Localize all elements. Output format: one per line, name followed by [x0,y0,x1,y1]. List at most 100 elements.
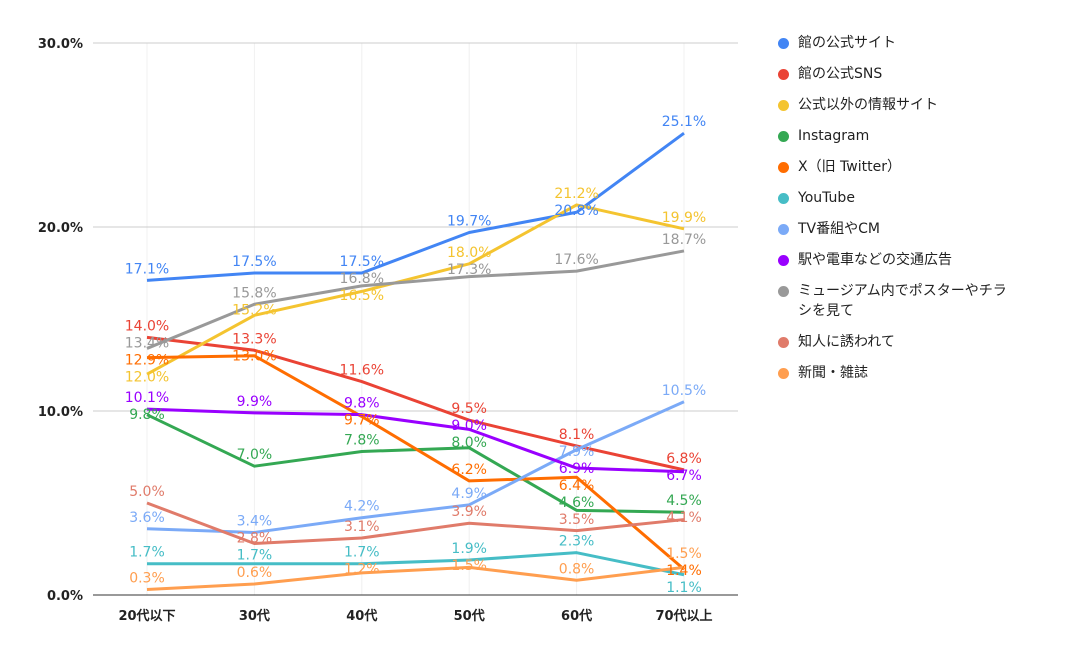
legend-label: ミュージアム内でポスターやチラシを見て [798,283,1007,319]
legend-marker [778,162,789,173]
data-label: 1.4% [666,563,702,579]
data-label: 12.0% [125,369,169,385]
data-label: 8.1% [559,427,595,443]
data-label: 1.2% [344,562,380,578]
data-label: 4.2% [344,499,380,515]
legend-label: 新聞・雑誌 [798,365,868,381]
data-label: 7.9% [559,444,595,460]
data-label: 18.0% [447,245,491,261]
x-tick-label: 50代 [454,608,485,624]
y-tick-label: 30.0% [38,37,83,52]
data-label: 18.7% [662,232,706,248]
data-label: 7.8% [344,432,380,448]
data-label: 17.5% [232,254,276,270]
data-label: 15.2% [232,302,276,318]
legend-marker [778,193,789,204]
legend-label: X（旧 Twitter） [798,159,901,175]
data-label: 3.4% [237,513,273,529]
data-label: 16.8% [340,271,384,287]
data-label: 9.8% [344,396,380,412]
legend-marker [778,131,789,142]
data-label: 13.0% [232,348,276,364]
series-line [146,413,685,514]
y-tick-label: 20.0% [38,221,83,236]
data-label: 8.0% [451,435,487,451]
data-label: 1.9% [451,541,487,557]
data-label: 0.3% [129,570,165,586]
data-label: 4.1% [666,510,702,526]
legend-item: 駅や電車などの交通広告 [778,250,1018,270]
legend-item: YouTube [778,188,1018,208]
legend-item: X（旧 Twitter） [778,157,1018,177]
data-label: 3.6% [129,510,165,526]
legend-label: YouTube [798,190,855,206]
data-label: 17.5% [340,254,384,270]
data-label: 25.1% [662,114,706,130]
legend-label: 知人に誘われて [798,334,895,350]
data-label: 4.5% [666,493,702,509]
data-label: 9.5% [451,401,487,417]
data-label: 2.3% [559,534,595,550]
data-label: 14.0% [125,318,169,334]
x-tick-label: 40代 [346,608,377,624]
data-label: 9.7% [344,413,380,429]
legend-item: 新聞・雑誌 [778,363,1018,383]
data-label: 5.0% [129,484,165,500]
data-label: 12.9% [125,352,169,368]
series-line [146,501,685,545]
legend-label: 駅や電車などの交通広告 [798,252,952,268]
data-label: 2.8% [237,530,273,546]
legend-label: 公式以外の情報サイト [798,97,938,113]
data-label: 11.6% [340,363,384,379]
data-label: 3.1% [344,519,380,535]
data-label: 6.7% [666,468,702,484]
series-line [146,354,685,571]
legend-label: Instagram [798,128,870,144]
data-label: 7.0% [237,447,273,463]
series-line [146,203,685,376]
x-tick-label: 70代以上 [655,608,712,624]
legend-item: 館の公式SNS [778,64,1018,84]
legend-marker [778,38,789,49]
data-label: 17.3% [447,262,491,278]
data-label: 19.7% [447,214,491,230]
y-tick-label: 0.0% [47,589,83,604]
legend: 館の公式サイト 館の公式SNS 公式以外の情報サイト Instagram X（旧 Twi… [778,33,1018,394]
data-label: 10.5% [662,383,706,399]
data-label: 4.9% [451,486,487,502]
series-line [146,249,685,350]
legend-marker [778,100,789,111]
data-label: 15.8% [232,285,276,301]
data-label: 1.7% [237,547,273,563]
data-label: 1.1% [666,580,702,596]
data-label: 6.9% [559,461,595,477]
legend-label: 館の公式サイト [798,35,896,51]
data-label: 20.8% [554,203,598,219]
data-label: 6.2% [451,462,487,478]
data-label: 19.9% [662,210,706,226]
data-label: 21.2% [554,186,598,202]
series-line [146,565,685,591]
y-tick-label: 10.0% [38,405,83,420]
data-label: 4.6% [559,495,595,511]
legend-item: 公式以外の情報サイト [778,95,1018,115]
data-label: 1.5% [451,558,487,574]
legend-label: TV番組やCM [798,221,880,237]
legend-marker [778,337,789,348]
data-label: 17.1% [125,261,169,277]
legend-marker [778,255,789,266]
data-label: 9.9% [237,394,273,410]
legend-item: 知人に誘われて [778,332,1018,352]
data-label: 16.5% [340,288,384,304]
data-label: 1.5% [666,546,702,562]
data-label: 0.6% [237,565,273,581]
data-label: 1.7% [129,545,165,561]
x-tick-label: 20代以下 [118,608,175,624]
data-label: 10.1% [125,390,169,406]
series-line [146,407,685,474]
legend-marker [778,69,789,80]
legend-marker [778,224,789,235]
legend-label: 館の公式SNS [798,66,883,82]
